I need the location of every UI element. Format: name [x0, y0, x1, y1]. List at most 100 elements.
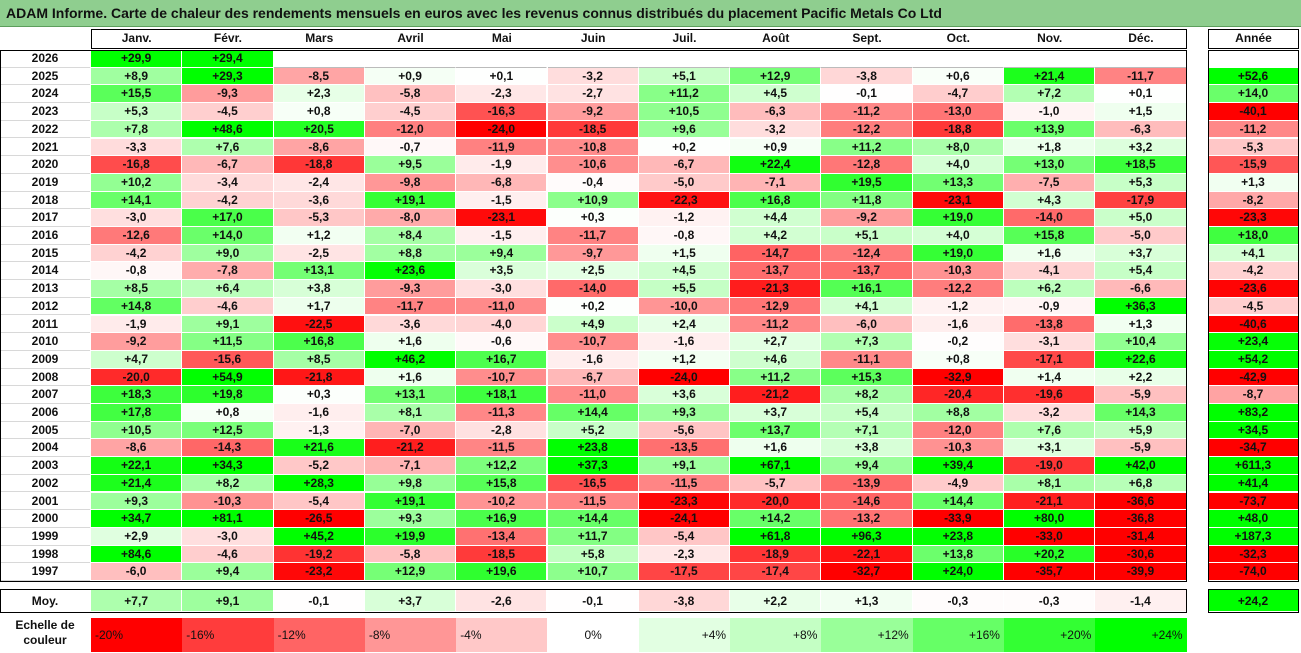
heat-cell: +9,4 — [182, 563, 274, 581]
average-cell: +9,1 — [182, 590, 274, 612]
heat-cell: -5,4 — [638, 527, 731, 546]
heat-cell: -3,2 — [1004, 404, 1096, 422]
heat-cell: -17,1 — [1004, 350, 1096, 369]
heat-cell: -12,6 — [91, 227, 183, 245]
heat-cell: -24,1 — [638, 510, 731, 528]
heat-cell: -5,0 — [638, 173, 731, 192]
year-label: 2023 — [0, 103, 90, 121]
heat-cell: -3,0 — [182, 527, 274, 546]
heat-cell: -12,2 — [912, 280, 1004, 298]
month-header: Juil. — [672, 31, 697, 45]
heat-cell: +12,5 — [182, 421, 274, 440]
heat-cell: -1,9 — [456, 156, 548, 174]
annual-cell: -8,7 — [1208, 386, 1299, 404]
heat-cell: -7,0 — [364, 421, 457, 440]
color-scale-step: -16% — [182, 618, 274, 652]
heat-cell: -36,6 — [1095, 492, 1187, 511]
heat-cell: -6,7 — [182, 156, 274, 174]
heat-cell: -2,4 — [273, 173, 365, 192]
heat-cell: -11,5 — [638, 474, 731, 493]
heat-cell: -13,9 — [821, 474, 913, 493]
heat-cell: -9,8 — [364, 173, 457, 192]
year-label: 2005 — [0, 422, 90, 440]
heat-cell: -19,2 — [273, 545, 365, 564]
heat-cell: -21,2 — [730, 386, 822, 404]
heat-cell: -1,6 — [912, 315, 1004, 334]
heat-cell — [821, 50, 913, 68]
heat-cell: -2,7 — [547, 85, 639, 104]
heat-cell: +2,2 — [1095, 368, 1187, 387]
heat-cell: +8,5 — [91, 280, 183, 298]
heat-cell: +8,4 — [364, 227, 457, 245]
heat-cell: +4,7 — [91, 350, 183, 369]
heat-cell: -7,1 — [364, 457, 457, 475]
year-label: 2013 — [0, 280, 90, 298]
annual-cell: +14,0 — [1208, 85, 1299, 104]
heat-cell: +19,8 — [182, 386, 274, 404]
heat-cell: +7,6 — [1004, 421, 1096, 440]
heat-cell: -8,6 — [273, 138, 365, 157]
heat-cell: +7,1 — [821, 421, 913, 440]
heat-cell — [1095, 50, 1187, 68]
annual-cell: +41,4 — [1208, 474, 1299, 493]
heat-cell: +22,4 — [730, 156, 822, 174]
year-label: 2007 — [0, 386, 90, 404]
heat-cell: -5,9 — [1095, 386, 1187, 404]
heat-cell — [364, 50, 457, 68]
annual-cell: +48,0 — [1208, 510, 1299, 528]
heat-cell: +4,9 — [547, 315, 639, 334]
heat-cell: +10,9 — [547, 191, 639, 210]
heat-cell: -15,6 — [182, 350, 274, 369]
heat-cell: -11,7 — [547, 227, 639, 245]
heat-cell: +19,5 — [821, 173, 913, 192]
month-header: Juin — [580, 31, 606, 45]
heat-cell: +0,8 — [182, 404, 274, 422]
heat-cell: +9,3 — [638, 404, 731, 422]
heat-cell: +4,0 — [912, 156, 1004, 174]
heat-cell: +17,0 — [182, 209, 274, 227]
year-label: 2004 — [0, 439, 90, 458]
heat-cell: -22,1 — [821, 545, 913, 564]
heat-cell: -11,1 — [821, 350, 913, 369]
heat-cell: +18,5 — [1095, 156, 1187, 174]
heat-cell: +29,4 — [182, 50, 274, 68]
heat-cell: -6,7 — [638, 156, 731, 174]
month-header: Oct. — [946, 31, 970, 45]
heat-cell: +0,2 — [638, 138, 731, 157]
year-label: 1998 — [0, 546, 90, 564]
heat-cell: -19,6 — [1004, 386, 1096, 404]
heat-cell: +1,2 — [638, 350, 731, 369]
color-scale-label: Echelle de couleur — [15, 618, 75, 647]
heat-cell: -4,6 — [182, 545, 274, 564]
heat-cell: +14,3 — [1095, 404, 1187, 422]
heat-cell: +16,9 — [456, 510, 548, 528]
heat-cell: -0,4 — [547, 173, 639, 192]
heat-cell: +23,8 — [547, 439, 639, 458]
heat-cell: -0,1 — [821, 85, 913, 104]
heat-cell: -3,0 — [456, 280, 548, 298]
heat-cell: -6,0 — [821, 315, 913, 334]
average-row-label: Moy. — [31, 594, 59, 608]
heat-cell: -4,9 — [912, 474, 1004, 493]
heat-cell: +80,0 — [1004, 510, 1096, 528]
annual-cell: -8,2 — [1208, 191, 1299, 210]
heat-cell: -4,0 — [456, 315, 548, 334]
heat-cell: -13,4 — [456, 527, 548, 546]
heat-cell: +9,6 — [638, 120, 731, 139]
heat-cell: +36,3 — [1095, 297, 1187, 316]
heat-cell: +13,8 — [912, 545, 1004, 564]
heat-cell: -1,2 — [638, 209, 731, 227]
year-label: 2002 — [0, 475, 90, 493]
heat-cell: +19,0 — [912, 209, 1004, 227]
annual-cell: -23,3 — [1208, 209, 1299, 227]
heat-cell: -24,0 — [456, 120, 548, 139]
heat-cell: -18,5 — [456, 545, 548, 564]
heat-cell: -22,5 — [273, 315, 365, 334]
heat-cell: -6,3 — [1095, 120, 1187, 139]
heat-cell: +19,6 — [456, 563, 548, 581]
heat-cell: -8,0 — [364, 209, 457, 227]
heat-cell: +16,1 — [821, 280, 913, 298]
average-cell: +7,7 — [91, 590, 183, 612]
heat-cell: +54,9 — [182, 368, 274, 387]
heat-cell: +48,6 — [182, 120, 274, 139]
